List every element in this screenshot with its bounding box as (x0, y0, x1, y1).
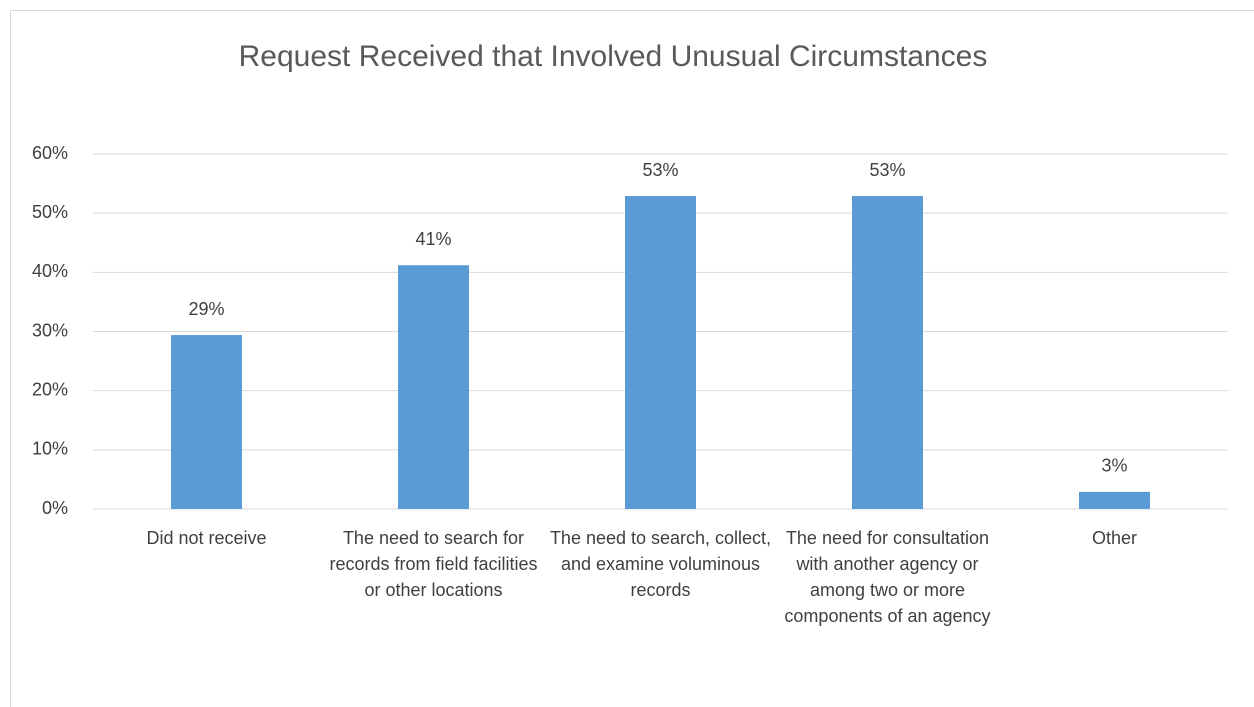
y-tick-label: 50% (32, 202, 68, 222)
x-tick-label: Did not receive (146, 528, 267, 548)
y-tick-label: 20% (32, 379, 68, 399)
bar (852, 196, 923, 509)
bar (1079, 491, 1150, 509)
data-label: 53% (869, 160, 905, 180)
bar (625, 196, 696, 509)
x-tick-label: The need to search, collect, and examine… (549, 528, 772, 600)
data-label: 3% (1101, 456, 1127, 476)
bar (171, 335, 242, 509)
data-label: 41% (415, 229, 451, 249)
x-tick-label: The need to search for records from fiel… (329, 528, 538, 600)
y-tick-label: 10% (32, 439, 68, 459)
y-tick-label: 30% (32, 320, 68, 340)
data-label: 53% (642, 160, 678, 180)
chart-border (10, 10, 1254, 707)
x-tick-label: Other (1091, 528, 1138, 548)
data-label: 29% (188, 299, 224, 319)
y-tick-label: 40% (32, 261, 68, 281)
y-tick-label: 0% (42, 498, 68, 518)
x-tick-label: The need for consultation with another a… (784, 528, 991, 626)
y-tick-label: 60% (32, 143, 68, 163)
bar (398, 265, 469, 509)
chart-title: Request Received that Involved Unusual C… (239, 40, 988, 73)
